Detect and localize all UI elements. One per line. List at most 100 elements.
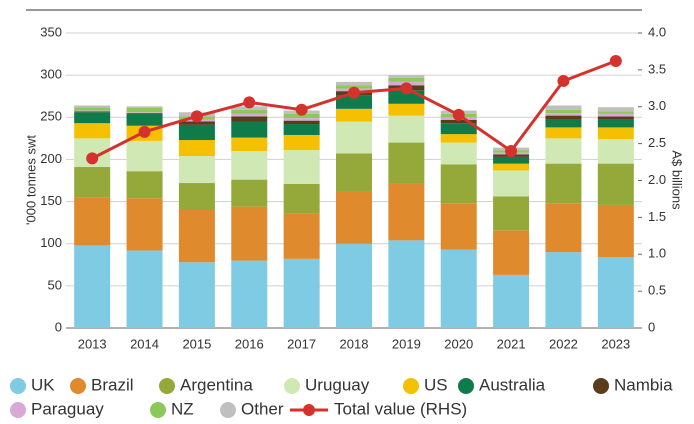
bar-segment (231, 116, 268, 122)
bar-segment (74, 123, 111, 139)
bar-segment (178, 124, 215, 141)
bar-segment (440, 249, 477, 328)
y2-tick-label: 4.0 (648, 24, 666, 39)
bar-segment (283, 120, 320, 125)
x-tick-label: 2015 (182, 336, 211, 351)
line-marker (505, 145, 518, 157)
bar-segment (231, 113, 268, 117)
bar-segment (231, 151, 268, 180)
bar-segment (283, 124, 320, 135)
bar-segment (597, 139, 634, 164)
bar-segment (545, 113, 582, 116)
bar-segment (545, 115, 582, 120)
y-tick-label: 150 (40, 193, 62, 208)
y-tick-label: 250 (40, 109, 62, 124)
line-marker (138, 125, 151, 138)
legend-marker (10, 402, 26, 418)
bar-segment (74, 107, 111, 111)
line-marker (190, 110, 203, 123)
bar-segment (74, 110, 111, 112)
bar-segment (336, 108, 372, 122)
bar-segment (545, 203, 582, 253)
legend-marker (10, 378, 26, 394)
bar-segment (126, 106, 163, 109)
y2-tick-label: 3.5 (648, 61, 666, 76)
legend-label: Uruguay (305, 375, 370, 394)
bar-segment (545, 252, 582, 328)
bar-segment (336, 95, 372, 109)
legend-label: Argentina (180, 375, 253, 394)
bar-segment (440, 164, 477, 204)
bar-segment (388, 115, 425, 143)
y2-tick-label: 2.5 (648, 135, 666, 150)
bar-segment (126, 171, 163, 199)
bar-segment (493, 230, 530, 275)
bar-segment (597, 163, 634, 205)
bar-segment (545, 163, 582, 204)
bar-segment (336, 121, 372, 154)
line-marker (348, 86, 360, 99)
line-marker (452, 108, 465, 121)
y-tick-label: 0 (55, 319, 62, 334)
line-marker (295, 103, 308, 116)
x-tick-label: 2013 (78, 336, 107, 351)
legend-label: US (424, 375, 448, 394)
bar-segment (545, 105, 582, 110)
line-marker (557, 74, 570, 87)
y-tick-label: 300 (40, 67, 62, 82)
y2-tick-label: 3.0 (648, 98, 666, 113)
bar-segment (545, 127, 582, 139)
bar-segment (597, 257, 634, 328)
bar-segment (283, 258, 320, 328)
bar-segment (178, 140, 215, 157)
legend-label: Paraguay (31, 399, 104, 418)
bar-segment (597, 204, 634, 258)
line-marker (609, 55, 622, 68)
bar-segment (440, 203, 477, 250)
bar-segment (283, 183, 320, 214)
bar-segment (493, 196, 530, 231)
legend-label: Total value (RHS) (334, 399, 467, 418)
x-tick-label: 2014 (130, 336, 159, 351)
bar-segment (178, 183, 215, 210)
y-axis-title: '000 tonnes swt (23, 135, 38, 225)
bar-segment (545, 109, 582, 114)
bar-segment (126, 113, 163, 114)
y-tick-label: 100 (40, 235, 62, 250)
line-marker (400, 82, 413, 95)
bar-segment (283, 113, 320, 119)
x-tick-label: 2018 (340, 336, 369, 351)
y2-tick-label: 2.0 (648, 172, 666, 187)
bar-segment (388, 77, 425, 82)
x-tick-label: 2019 (392, 336, 421, 351)
bar-segment (231, 206, 268, 261)
bar-segment (336, 153, 372, 192)
bar-segment (74, 112, 111, 124)
x-tick-label: 2020 (444, 336, 473, 351)
y2-tick-label: 0.5 (648, 283, 666, 298)
bar-segment (126, 140, 163, 172)
bar-segment (74, 105, 111, 108)
bar-segment (597, 119, 634, 128)
bar-segment (493, 170, 530, 197)
line-marker (243, 96, 256, 109)
bar-segment (336, 243, 372, 328)
bar-segment (336, 191, 372, 244)
legend-label: UK (31, 375, 55, 394)
y-tick-label: 350 (40, 24, 62, 39)
y2-tick-label: 0 (648, 319, 655, 334)
bar-segment (545, 119, 582, 128)
legend-marker (159, 378, 175, 394)
bar-segment (74, 111, 111, 113)
bar-segment (126, 112, 163, 114)
bar-segment (493, 156, 530, 164)
bar-segment (231, 121, 268, 138)
bar-segment (283, 118, 320, 121)
bar-segment (597, 116, 634, 120)
y-tick-label: 200 (40, 151, 62, 166)
bar-segment (126, 250, 163, 328)
bar-segment (126, 113, 163, 126)
x-tick-label: 2023 (601, 336, 630, 351)
line-marker (86, 152, 99, 165)
x-tick-label: 2017 (287, 336, 316, 351)
